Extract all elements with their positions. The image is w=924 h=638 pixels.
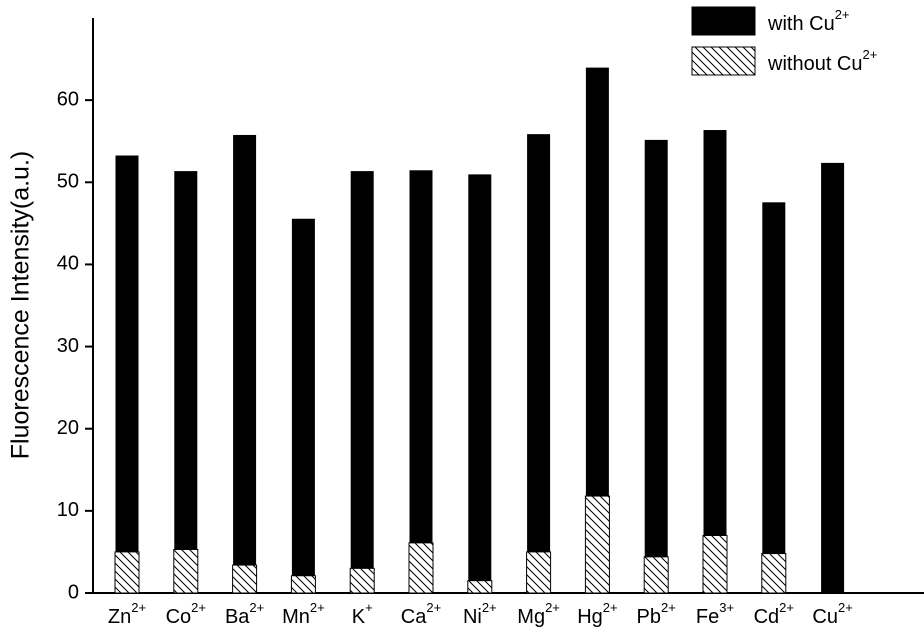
legend-label: with Cu2+: [767, 7, 850, 35]
x-tick-label: Ba2+: [225, 600, 264, 628]
bar: [409, 170, 433, 594]
x-tick-label: Pb2+: [637, 600, 676, 628]
x-tick-label: Ca2+: [401, 600, 441, 628]
x-tick-label: Co2+: [166, 600, 206, 628]
bar: [291, 218, 315, 594]
x-tick-label: Cd2+: [754, 600, 794, 628]
bar: [527, 134, 551, 594]
bar: [174, 171, 198, 594]
y-tick-label: 30: [57, 335, 79, 357]
x-tick-label: Zn2+: [108, 600, 146, 628]
bar: [821, 162, 845, 594]
x-tick-label: K+: [352, 600, 373, 628]
y-tick-label: 50: [57, 171, 79, 193]
x-tick-label: Mg2+: [517, 600, 560, 628]
legend-swatch: [691, 46, 756, 76]
bar: [408, 542, 434, 594]
bar: [115, 155, 139, 594]
bar: [233, 134, 257, 594]
bar: [467, 580, 493, 594]
bar: [468, 174, 492, 594]
y-axis-label: Fluorescence Intensity(a.u.): [7, 151, 35, 459]
y-tick-label: 60: [57, 88, 79, 110]
bar: [762, 202, 786, 594]
x-tick-label: Hg2+: [577, 600, 617, 628]
y-tick-label: 10: [57, 499, 79, 521]
bar: [703, 130, 727, 594]
bar: [526, 551, 552, 594]
x-tick-label: Ni2+: [463, 600, 497, 628]
bar: [114, 551, 140, 594]
bar: [350, 171, 374, 594]
bar: [761, 553, 787, 594]
bar: [584, 495, 610, 594]
bar: [644, 139, 668, 594]
bar: [232, 564, 258, 594]
x-tick-label: Fe3+: [696, 600, 734, 628]
bar: [290, 575, 316, 594]
bar: [173, 548, 199, 594]
y-tick-label: 40: [57, 253, 79, 275]
y-tick-label: 0: [68, 581, 79, 603]
y-tick-label: 20: [57, 417, 79, 439]
bar: [702, 535, 728, 594]
x-tick-label: Mn2+: [282, 600, 325, 628]
legend-swatch: [691, 6, 756, 36]
x-tick-label: Cu2+: [812, 600, 852, 628]
legend-label: without Cu2+: [767, 47, 877, 75]
bar: [643, 556, 669, 594]
bar: [349, 567, 375, 594]
